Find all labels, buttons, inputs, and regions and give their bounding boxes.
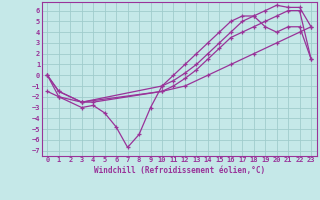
X-axis label: Windchill (Refroidissement éolien,°C): Windchill (Refroidissement éolien,°C) (94, 166, 265, 175)
